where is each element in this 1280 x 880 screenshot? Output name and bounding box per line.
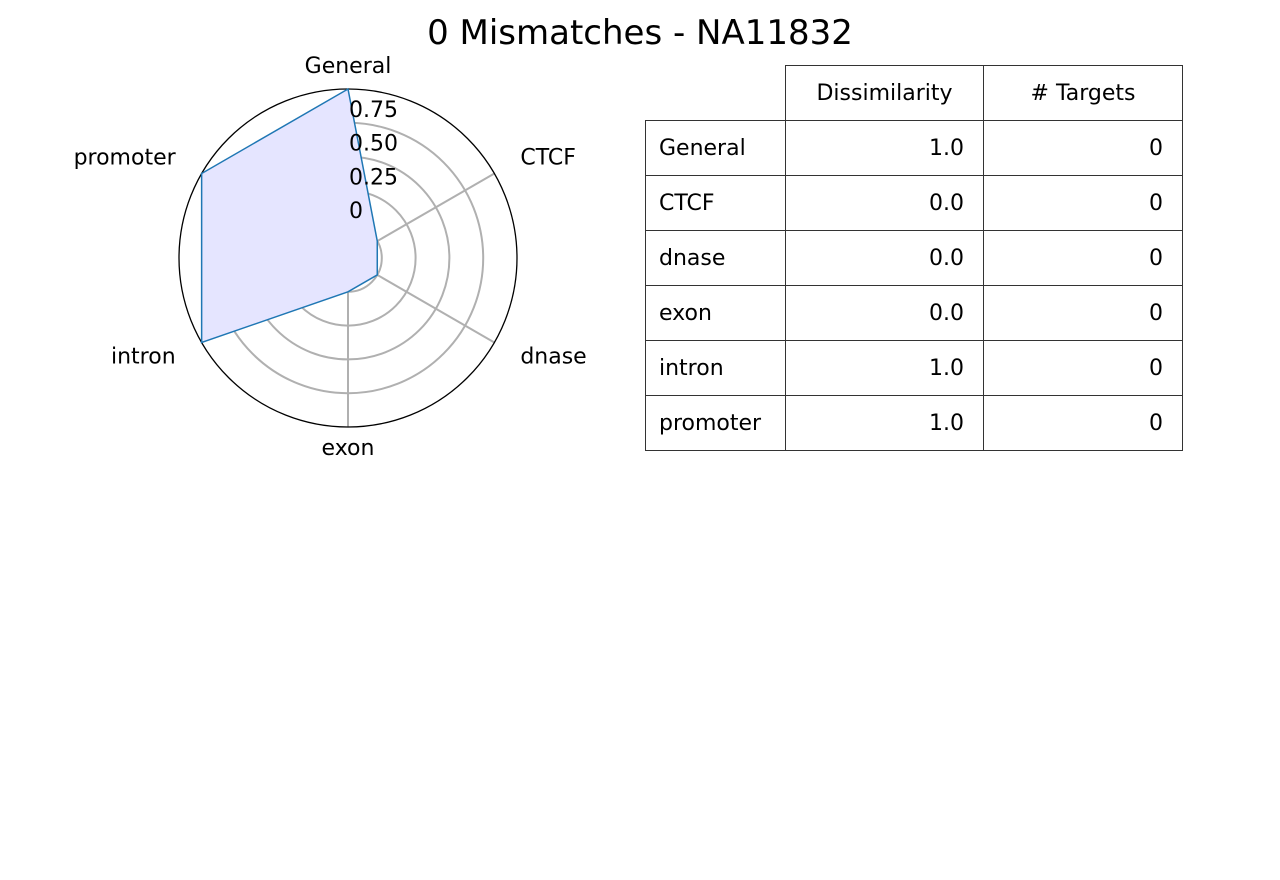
dissimilarity-column-header: Dissimilarity xyxy=(785,65,984,121)
row-label: CTCF xyxy=(645,175,786,231)
row-label: dnase xyxy=(645,230,786,286)
row-label: promoter xyxy=(645,395,786,451)
targets-cell: 0 xyxy=(983,395,1183,451)
row-label: General xyxy=(645,120,786,176)
category-label-intron: intron xyxy=(111,345,176,370)
targets-cell: 0 xyxy=(983,230,1183,286)
radial-tick-label: 0 xyxy=(349,199,363,224)
table-row: General 1.0 0 xyxy=(645,120,1183,176)
table-row: exon 0.0 0 xyxy=(645,285,1183,341)
row-label: intron xyxy=(645,340,786,396)
targets-cell: 0 xyxy=(983,340,1183,396)
targets-cell: 0 xyxy=(983,175,1183,231)
row-label: exon xyxy=(645,285,786,341)
dissimilarity-cell: 1.0 xyxy=(785,340,984,396)
category-label-promoter: promoter xyxy=(74,146,177,171)
targets-column-header: # Targets xyxy=(983,65,1183,121)
table-row: intron 1.0 0 xyxy=(645,340,1183,396)
targets-cell: 0 xyxy=(983,120,1183,176)
category-label-ctcf: CTCF xyxy=(520,146,576,171)
dissimilarity-cell: 0.0 xyxy=(785,175,984,231)
targets-cell: 0 xyxy=(983,285,1183,341)
category-label-exon: exon xyxy=(322,436,375,461)
table-row: dnase 0.0 0 xyxy=(645,230,1183,286)
dissimilarity-cell: 0.0 xyxy=(785,230,984,286)
category-label-general: General xyxy=(305,54,392,79)
chart-title: 0 Mismatches - NA11832 xyxy=(427,13,853,53)
table-row: promoter 1.0 0 xyxy=(645,395,1183,451)
summary-table: Dissimilarity # Targets General 1.0 0 CT… xyxy=(645,65,1183,451)
dissimilarity-cell: 1.0 xyxy=(785,395,984,451)
table-corner-cell xyxy=(645,65,786,121)
table-row: CTCF 0.0 0 xyxy=(645,175,1183,231)
dissimilarity-cell: 0.0 xyxy=(785,285,984,341)
radial-tick-label: 0.75 xyxy=(349,98,398,123)
category-label-dnase: dnase xyxy=(520,345,586,370)
radial-tick-label: 0.50 xyxy=(349,132,398,157)
radar-chart: 0 0.25 0.50 0.75 General CTCF dnase exon intron p… xyxy=(74,54,587,461)
table-header-row: Dissimilarity # Targets xyxy=(645,65,1183,121)
dissimilarity-cell: 1.0 xyxy=(785,120,984,176)
radial-tick-label: 0.25 xyxy=(349,165,398,190)
